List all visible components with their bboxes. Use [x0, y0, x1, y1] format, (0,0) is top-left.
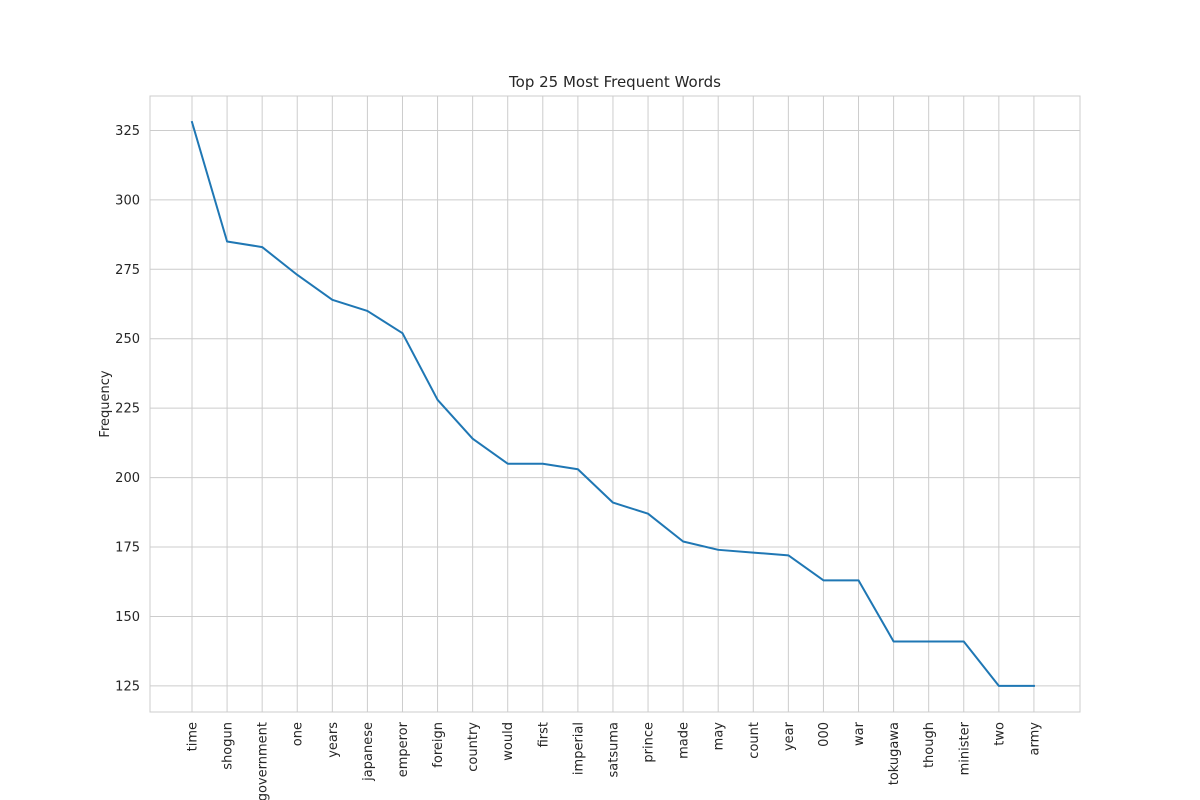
data-point	[998, 685, 1000, 687]
y-tick-label: 325	[115, 124, 140, 139]
data-point	[822, 579, 825, 582]
y-tick-label: 250	[115, 332, 140, 347]
x-tick-label: tokugawa	[887, 722, 902, 785]
y-tick-label: 200	[115, 471, 140, 486]
x-tick-label: war	[852, 721, 867, 746]
x-tick-label: made	[677, 722, 692, 759]
x-tick-label: would	[501, 722, 516, 761]
data-point	[331, 299, 334, 301]
data-point	[191, 121, 193, 123]
x-tick-labels: time shogun government one years japanese empe…	[186, 721, 1043, 800]
x-tick-label: count	[747, 722, 762, 759]
x-gridlines	[191, 96, 1035, 712]
x-tick-label: government	[256, 722, 271, 800]
x-tick-label: prince	[642, 722, 657, 763]
data-point	[752, 551, 755, 554]
x-tick-label: though	[922, 722, 937, 768]
data-point	[962, 640, 965, 643]
data-point	[436, 399, 439, 401]
data-point	[927, 640, 930, 643]
data-point	[577, 468, 579, 471]
x-tick-label: one	[291, 722, 306, 746]
chart-title: Top 25 Most Frequent Words	[508, 73, 721, 91]
x-tick-label: two	[992, 722, 1007, 746]
data-point	[857, 579, 860, 582]
y-tick-label: 225	[115, 402, 140, 417]
x-tick-label: satsuma	[606, 722, 621, 777]
y-gridlines	[150, 129, 1080, 687]
x-tick-label: year	[782, 721, 797, 751]
data-point	[1033, 685, 1035, 687]
data-point	[892, 640, 895, 643]
x-tick-label: first	[536, 722, 551, 747]
x-tick-label: army	[1027, 722, 1042, 756]
x-tick-label: may	[712, 722, 727, 751]
data-point	[682, 540, 684, 543]
x-tick-label: time	[186, 722, 201, 751]
data-point	[506, 462, 509, 465]
data-point	[542, 462, 544, 465]
y-tick-label: 150	[115, 610, 140, 625]
x-tick-label: country	[466, 722, 481, 772]
data-point	[401, 332, 404, 334]
plot-area	[149, 95, 1081, 713]
y-tick-label: 175	[115, 541, 140, 556]
x-tick-label: imperial	[571, 722, 586, 775]
x-tick-label: years	[326, 722, 341, 758]
y-tick-label: 275	[115, 263, 140, 278]
data-point	[787, 554, 790, 557]
y-tick-label: 125	[115, 679, 140, 694]
x-tick-label: minister	[957, 721, 972, 775]
y-tick-labels: 125 150 175 200 225 250 275 300 325	[115, 124, 140, 694]
series-layer	[190, 120, 1035, 687]
x-tick-label: japanese	[361, 722, 376, 782]
x-tick-label: emperor	[396, 721, 411, 777]
data-point	[612, 501, 614, 504]
y-axis-title: Frequency	[98, 370, 113, 437]
data-point	[717, 549, 719, 551]
x-tick-label: 000	[817, 722, 832, 747]
data-point	[366, 310, 369, 312]
data-point	[471, 437, 474, 440]
x-tick-label: foreign	[431, 722, 446, 768]
data-point	[647, 512, 649, 515]
data-point	[261, 246, 263, 248]
y-tick-label: 300	[115, 193, 140, 208]
x-tick-label: shogun	[221, 722, 236, 770]
data-point	[226, 240, 228, 243]
data-point	[296, 274, 299, 276]
